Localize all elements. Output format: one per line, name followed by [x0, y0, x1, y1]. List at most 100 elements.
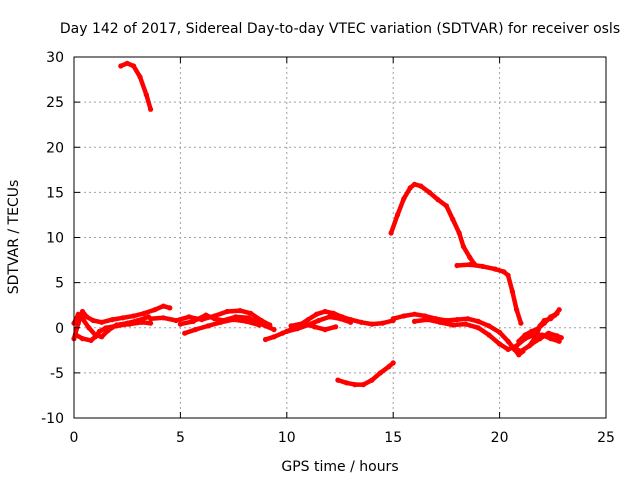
data-point — [284, 328, 290, 334]
y-axis: -10 -5 0 5 10 15 20 25 30 — [41, 50, 606, 427]
y-tick-label: 5 — [55, 276, 64, 292]
data-point — [463, 321, 469, 327]
data-point — [548, 336, 554, 342]
data-point — [426, 189, 432, 195]
data-point — [407, 185, 413, 191]
data-point — [518, 348, 524, 354]
x-tick-label: 20 — [491, 430, 509, 446]
data-point — [84, 314, 90, 320]
y-tick-label: 25 — [46, 95, 64, 111]
data-point — [294, 326, 300, 332]
grid-lines — [74, 57, 606, 418]
y-tick-label: 0 — [55, 321, 64, 337]
data-point — [450, 322, 456, 328]
data-point — [516, 338, 522, 344]
data-point — [305, 317, 311, 323]
data-point — [501, 269, 507, 275]
data-point — [279, 330, 286, 336]
data-point — [148, 316, 154, 322]
data-point — [311, 324, 318, 330]
data-point — [335, 377, 341, 383]
data-point — [528, 328, 535, 334]
data-point — [186, 314, 192, 320]
data-point — [148, 106, 154, 112]
y-tick-label: -5 — [50, 366, 64, 382]
data-point — [509, 289, 515, 295]
data-point — [360, 382, 366, 388]
x-tick-label: 15 — [384, 430, 402, 446]
data-point — [203, 312, 209, 318]
data-point — [514, 307, 520, 313]
data-point — [190, 318, 196, 324]
data-point — [137, 74, 143, 80]
data-point — [401, 313, 407, 319]
data-point — [528, 341, 535, 347]
data-point — [394, 212, 401, 218]
x-axis: 0 5 10 15 20 25 — [70, 57, 615, 446]
y-tick-label: 15 — [46, 185, 64, 201]
data-point — [262, 336, 269, 343]
data-point — [548, 314, 554, 320]
data-point — [160, 315, 166, 321]
data-point — [505, 272, 511, 278]
data-point — [322, 327, 328, 333]
chart-title: Day 142 of 2017, Sidereal Day-to-day VTE… — [60, 21, 620, 37]
data-point — [337, 316, 343, 322]
data-point — [322, 308, 328, 315]
data-point — [92, 334, 98, 340]
data-point — [465, 316, 471, 322]
data-point — [131, 313, 137, 319]
data-point — [486, 332, 492, 338]
data-point — [314, 311, 320, 317]
data-point — [460, 243, 466, 250]
data-point — [73, 332, 79, 338]
data-point — [505, 338, 511, 344]
data-point — [271, 334, 277, 340]
data-point — [271, 327, 277, 333]
data-point — [141, 310, 147, 316]
data-point — [103, 325, 109, 331]
data-point — [380, 320, 386, 326]
data-point — [467, 262, 473, 268]
data-point — [79, 336, 86, 342]
data-point — [231, 317, 237, 323]
data-point — [554, 333, 560, 339]
data-point — [541, 320, 547, 326]
data-point — [114, 323, 120, 329]
data-point — [467, 254, 473, 260]
series-arc-4 — [73, 320, 153, 343]
data-point — [509, 345, 515, 351]
data-point — [224, 308, 230, 315]
data-point — [99, 319, 105, 325]
data-point — [411, 181, 418, 187]
data-point — [497, 329, 503, 335]
data-point — [492, 266, 498, 272]
data-point — [256, 322, 262, 328]
y-axis-label: SDTVAR / TECUs — [6, 180, 22, 295]
x-axis-label: GPS time / hours — [281, 459, 398, 475]
data-point — [326, 314, 332, 320]
data-point — [343, 380, 349, 386]
data-point — [435, 197, 441, 203]
data-point — [237, 308, 243, 314]
data-point — [386, 364, 392, 370]
data-point — [79, 316, 86, 322]
data-point — [450, 216, 456, 222]
x-tick-label: 10 — [278, 430, 296, 446]
data-point — [86, 325, 92, 331]
data-point — [90, 317, 96, 324]
data-point — [545, 330, 552, 336]
data-point — [535, 326, 541, 332]
data-point — [109, 317, 115, 323]
data-point — [437, 319, 443, 325]
data-point — [124, 60, 130, 66]
data-point — [505, 346, 511, 352]
y-tick-label: 10 — [46, 231, 64, 247]
data-point — [390, 316, 396, 322]
data-point — [262, 323, 269, 329]
data-point — [316, 317, 322, 324]
data-point — [558, 335, 564, 341]
x-tick-label: 25 — [597, 430, 615, 446]
